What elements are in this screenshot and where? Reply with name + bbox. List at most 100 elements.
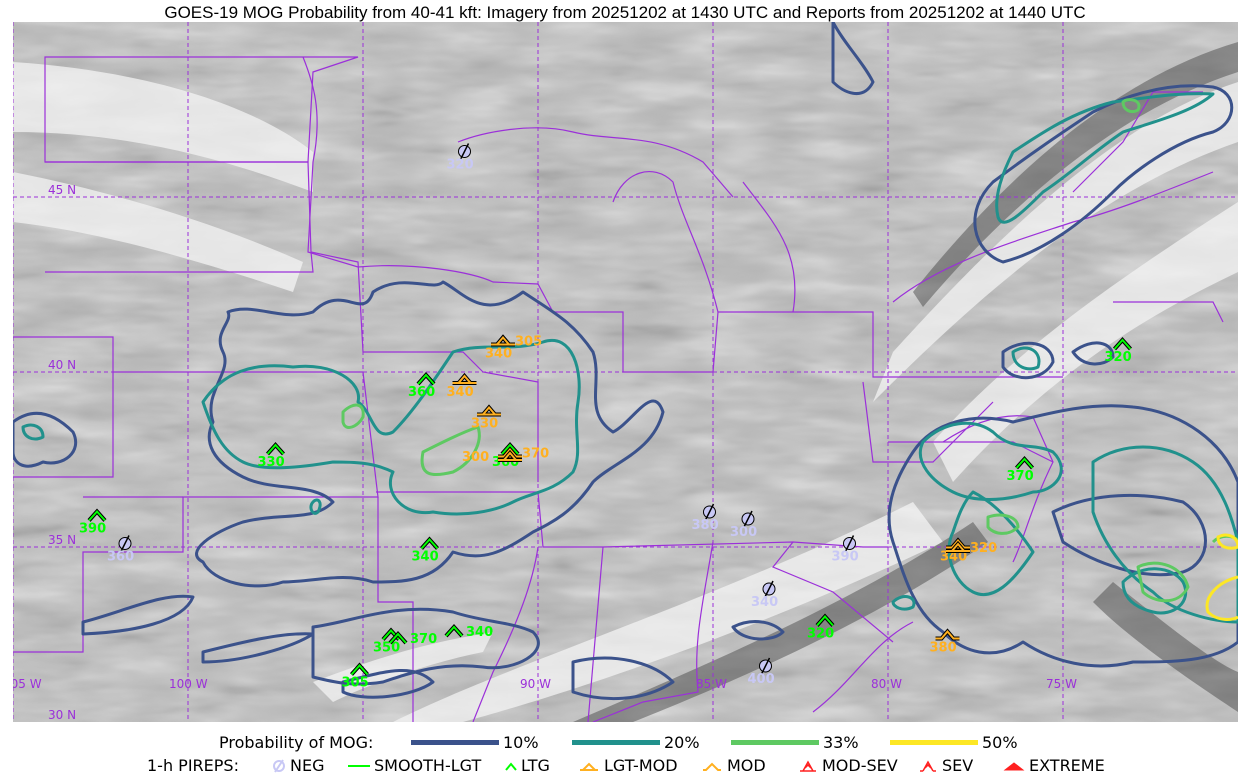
lon-label: 90 W	[520, 677, 551, 691]
pirep-neg-icon	[759, 657, 772, 675]
pirep-ltg-icon	[1113, 336, 1132, 351]
legend-item-50: 50%	[890, 733, 1018, 752]
pirep-ltg-icon	[87, 508, 107, 522]
pirep-ltg-marker: 340	[444, 623, 493, 640]
pirep-altitude-label: 340	[466, 625, 493, 640]
pirep-ltg-icon	[444, 623, 464, 638]
lat-label: 30 N	[48, 708, 76, 722]
pirep-altitude-label: 330	[471, 417, 498, 432]
pirep-neg-marker: 320	[447, 143, 474, 173]
lat-label: 45 N	[48, 183, 76, 197]
pirep-lgt-mod-icon	[477, 404, 501, 417]
lgt-mod-icon	[580, 762, 598, 771]
pirep-ltg-marker: 360	[408, 371, 436, 400]
neg-circle-slash-icon	[273, 758, 285, 773]
caret-icon	[505, 761, 517, 771]
pirep-mod-icon	[935, 628, 960, 641]
pirep-neg-icon	[843, 535, 856, 552]
pirep-altitude-label: 300	[462, 450, 489, 465]
pirep-neg-icon	[741, 510, 755, 528]
legend-label: MOD	[727, 756, 766, 775]
lat-label: 35 N	[48, 533, 76, 547]
legend-sev: SEV	[918, 756, 973, 775]
satellite-map: 105 W 100 W 90 W 85 W 80 W 75 W 45 N 40 …	[13, 22, 1238, 722]
lat-label: 40 N	[48, 358, 76, 372]
legend-label: 20%	[664, 733, 700, 752]
pirep-altitude-label: 360	[107, 550, 134, 565]
pirep-lgt-mod-icon	[498, 446, 522, 459]
legend-item-33: 33%	[731, 733, 859, 752]
pirep-lgt-mod-marker: 300	[462, 449, 522, 465]
pirep-neg-marker: 390	[832, 535, 859, 565]
pirep-ltg-icon	[416, 371, 436, 386]
pirep-altitude-label: 350	[373, 641, 400, 656]
legend-neg: NEG	[272, 756, 324, 775]
lon-label: 85 W	[696, 677, 727, 691]
swatch-20-icon	[572, 740, 660, 745]
pirep-ltg-icon	[266, 441, 285, 456]
pirep-mod-marker: 380	[930, 628, 960, 656]
legend-mod: MOD	[701, 756, 766, 775]
pirep-altitude-label: 370	[1007, 469, 1034, 484]
swatch-33-icon	[731, 740, 819, 745]
contour-10pct	[13, 22, 1238, 700]
pirep-neg-icon	[118, 535, 132, 552]
contour-50pct	[1205, 533, 1238, 621]
legend-lgt-mod: LGT-MOD	[578, 756, 678, 775]
pirep-lgt-mod-icon	[498, 449, 522, 462]
pirep-ltg-icon	[420, 536, 439, 550]
pirep-lgt-mod-icon	[491, 334, 515, 347]
pirep-altitude-label: 370	[410, 632, 437, 647]
lon-label: 105 W	[13, 677, 42, 691]
pirep-ltg-marker: 330	[258, 441, 285, 470]
pirep-ltg-icon	[815, 613, 835, 627]
figure-title: GOES-19 MOG Probability from 40-41 kft: …	[164, 3, 1086, 22]
legend-label: NEG	[290, 756, 325, 775]
pirep-altitude-label: 320	[970, 541, 997, 556]
pirep-neg-icon	[458, 143, 471, 160]
legend-ltg: LTG	[505, 756, 550, 775]
lon-label: 100 W	[169, 677, 208, 691]
legend-label: 10%	[503, 733, 539, 752]
pirep-altitude-label: 340	[485, 347, 512, 362]
pirep-neg-icon	[703, 503, 716, 521]
pirep-ltg-icon	[1015, 455, 1034, 470]
pirep-altitude-label: 305	[515, 335, 542, 350]
pirep-neg-marker: 300	[730, 510, 757, 540]
pirep-ltg-icon	[500, 441, 520, 456]
pirep-ltg-marker: 390	[79, 508, 107, 537]
pirep-altitude-label: 340	[447, 385, 474, 400]
legend-pirep-title: 1-h PIREPS:	[147, 756, 239, 775]
legend-mod-sev: MOD-SEV	[798, 756, 898, 775]
legend-smooth-lgt: SMOOTH-LGT	[348, 756, 481, 775]
pirep-neg-marker: 360	[107, 535, 134, 565]
pirep-ltg-marker: 340	[412, 536, 439, 565]
pirep-ltg-marker: 320	[807, 613, 835, 642]
legend-label: LGT-MOD	[604, 756, 678, 775]
legend-extreme: EXTREME	[1003, 756, 1105, 775]
pirep-lgt-mod-marker: 305	[491, 334, 542, 350]
pirep-altitude-label: 320	[447, 158, 474, 173]
legend-prob-title: Probability of MOG:	[219, 733, 374, 752]
swatch-50-icon	[890, 740, 978, 745]
pirep-altitude-label: 400	[748, 672, 775, 687]
legend-label: 50%	[982, 733, 1018, 752]
pirep-neg-icon	[762, 580, 776, 598]
pirep-altitude-label: 340	[940, 550, 967, 565]
contour-20pct	[21, 92, 1238, 624]
pirep-altitude-label: 390	[832, 550, 859, 565]
sev-icon	[920, 759, 936, 772]
swatch-10-icon	[411, 740, 499, 745]
pirep-lgt-mod-icon	[946, 540, 970, 553]
pirep-altitude-label: 360	[408, 385, 435, 400]
pirep-lgt-mod-marker: 340	[940, 537, 970, 565]
pirep-altitude-label: 305	[342, 676, 369, 691]
legend-label: EXTREME	[1029, 756, 1105, 775]
legend-label: MOD-SEV	[822, 756, 898, 775]
mod-icon	[703, 762, 721, 771]
legend-label: 33%	[823, 733, 859, 752]
pirep-altitude-label: 330	[258, 455, 285, 470]
pirep-lgt-mod-marker: 320	[946, 540, 997, 556]
pirep-altitude-label: 340	[412, 550, 439, 565]
